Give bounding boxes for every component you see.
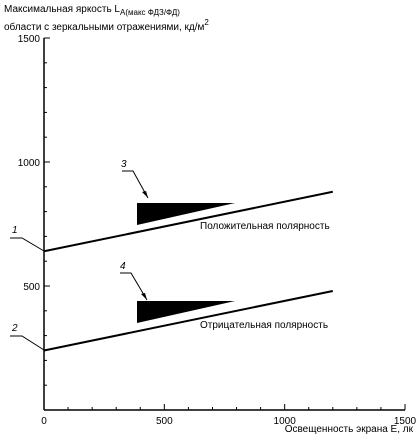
leader-line <box>122 170 149 199</box>
y-axis-title-sub: A(макс ФДЗ/ФД) <box>120 8 180 17</box>
y-tick-label: 1000 <box>18 158 41 169</box>
x-tick-label: 1000 <box>274 416 297 427</box>
series-line <box>43 190 334 253</box>
y-tick-label: 1500 <box>18 34 41 45</box>
leader-line <box>10 237 45 252</box>
marker-label: 4 <box>120 261 126 272</box>
y-tick-label: 500 <box>23 282 40 293</box>
marker-label: 3 <box>121 159 127 170</box>
leader-line <box>10 335 45 351</box>
arrow-head <box>142 191 148 198</box>
x-tick-label: 0 <box>41 416 47 427</box>
x-tick-label: 1500 <box>394 416 417 427</box>
arrow-head <box>141 293 147 300</box>
leader-line <box>120 272 148 301</box>
series-label: Положительная полярность <box>200 221 330 232</box>
y-axis-title-2: области с зеркальными отражениями, кд/м2 <box>4 18 209 33</box>
y-axis-title-line2: области с зеркальными отражениями, кд/м <box>4 21 205 33</box>
marker-label: 1 <box>12 225 18 236</box>
series-label: Отрицательная полярность <box>200 320 328 331</box>
marker-label: 2 <box>11 323 18 334</box>
y-axis-title: Максимальная яркость LA(макс ФДЗ/ФД) <box>4 4 180 17</box>
y-axis-title-sup: 2 <box>204 18 209 27</box>
x-tick-label: 500 <box>156 416 173 427</box>
wedge <box>137 301 235 323</box>
y-axis-title-main: Максимальная яркость L <box>4 4 120 15</box>
series-line <box>43 289 334 352</box>
x-axis-title: Освещенность экрана E, лк <box>285 424 414 435</box>
wedge <box>137 203 235 225</box>
